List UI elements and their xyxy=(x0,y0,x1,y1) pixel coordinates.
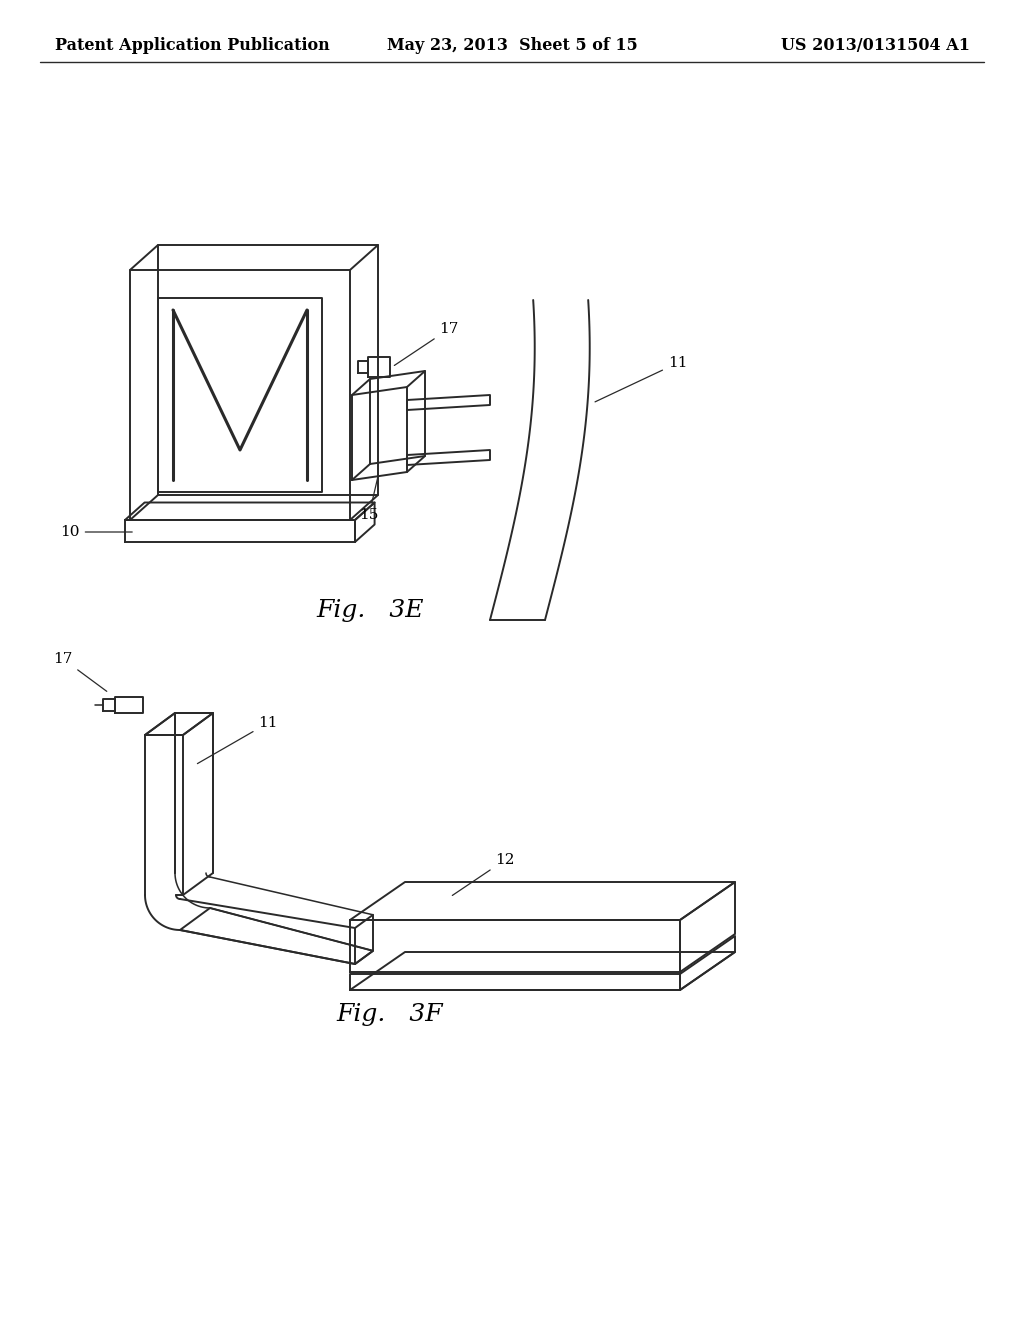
Text: 11: 11 xyxy=(198,715,278,763)
Text: 17: 17 xyxy=(53,652,106,692)
Text: Patent Application Publication: Patent Application Publication xyxy=(55,37,330,54)
Text: 10: 10 xyxy=(60,525,132,539)
Text: 11: 11 xyxy=(595,356,687,401)
Text: 15: 15 xyxy=(359,475,379,521)
Text: Fig.   3F: Fig. 3F xyxy=(337,1003,443,1027)
Text: US 2013/0131504 A1: US 2013/0131504 A1 xyxy=(781,37,970,54)
Text: May 23, 2013  Sheet 5 of 15: May 23, 2013 Sheet 5 of 15 xyxy=(387,37,637,54)
Text: 17: 17 xyxy=(394,322,459,366)
Text: Fig.   3E: Fig. 3E xyxy=(316,598,424,622)
Text: 12: 12 xyxy=(453,853,515,895)
